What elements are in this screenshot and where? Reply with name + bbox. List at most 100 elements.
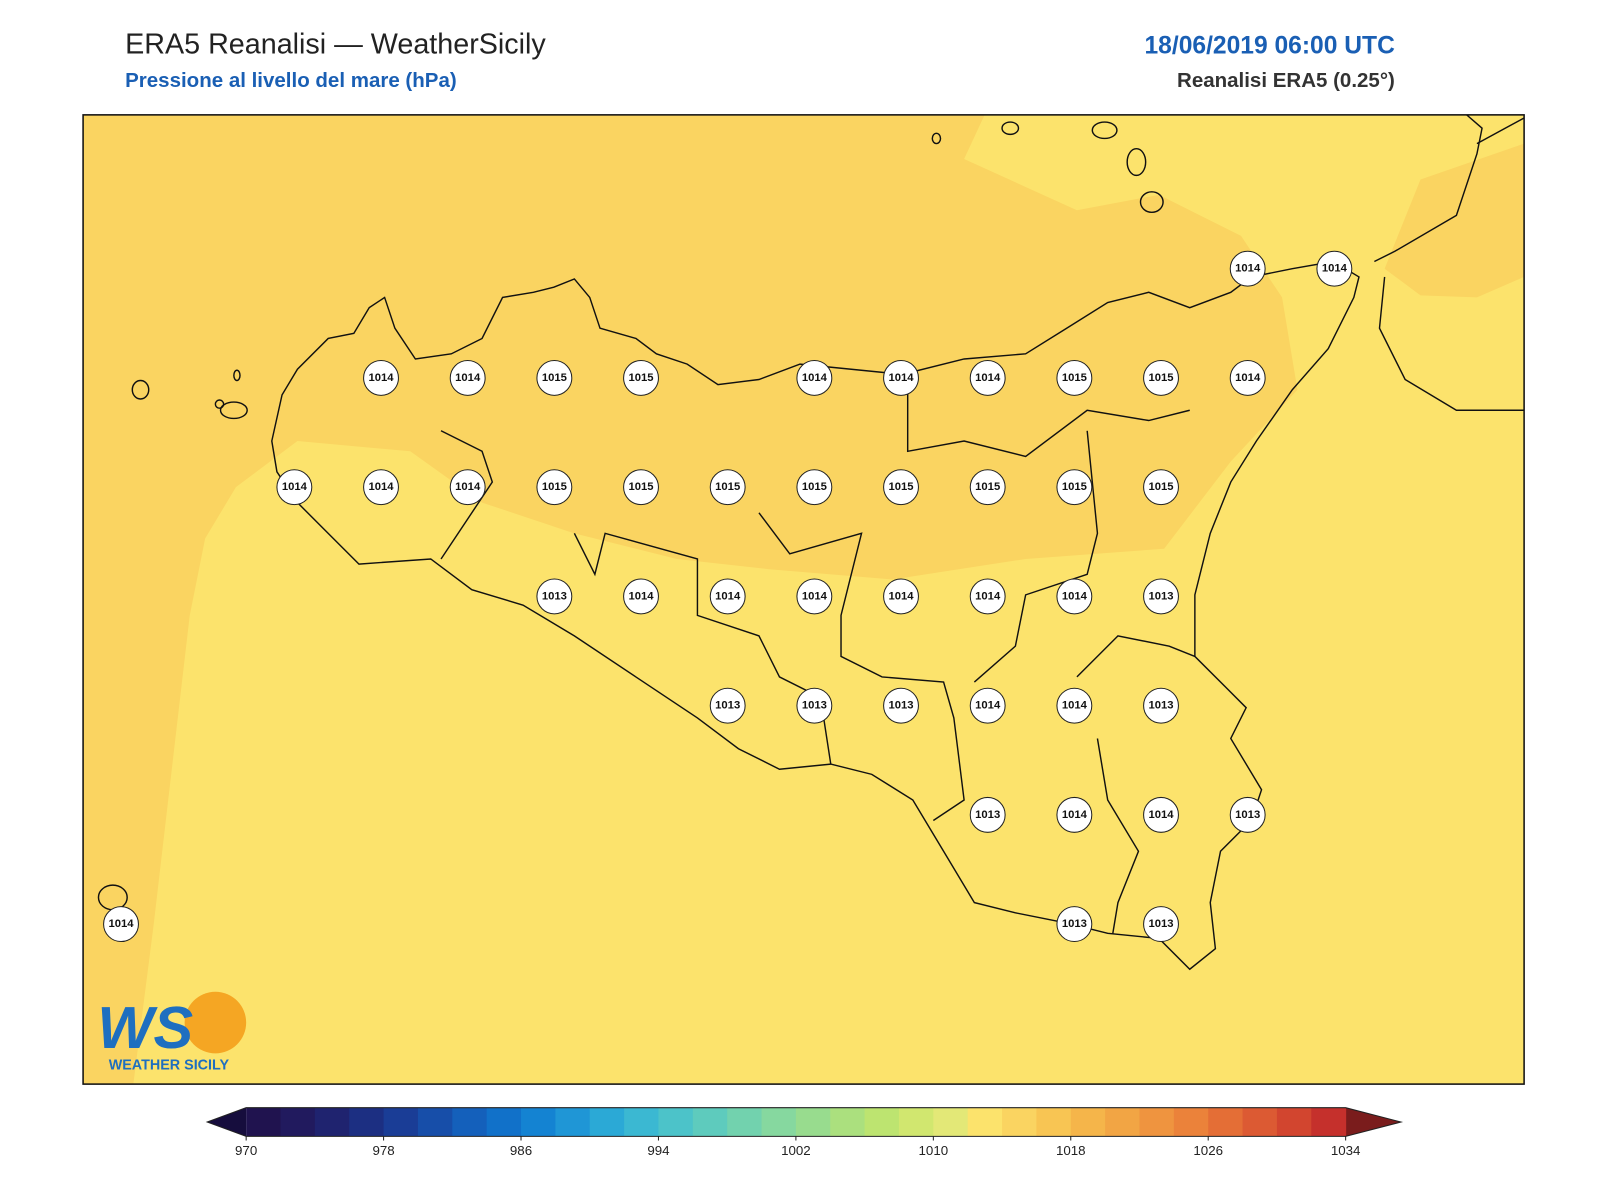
- colorbar-bin: [521, 1107, 556, 1137]
- station-value: 1014: [802, 372, 828, 384]
- station-value: 1015: [542, 372, 567, 384]
- station-value: 1013: [715, 700, 740, 712]
- colorbar-tick-label: 1034: [1331, 1143, 1361, 1158]
- station-marker: [536, 359, 573, 396]
- station-value: 1014: [888, 372, 914, 384]
- colorbar-bin: [624, 1107, 659, 1137]
- colorbar-tick-label: 978: [372, 1143, 394, 1158]
- station-marker: [796, 359, 833, 396]
- station-value: 1014: [1062, 590, 1088, 602]
- station-marker: [1229, 359, 1266, 396]
- station-marker: [363, 359, 399, 396]
- colorbar-bin: [1276, 1107, 1312, 1137]
- colorbar-bin: [589, 1107, 625, 1137]
- station-value: 1013: [1148, 918, 1173, 930]
- station-marker: [623, 359, 659, 396]
- station-value: 1015: [1062, 481, 1087, 493]
- station-value: 1014: [975, 590, 1001, 602]
- colorbar-bin: [246, 1107, 282, 1137]
- station-marker: [1143, 578, 1179, 615]
- colorbar-bin: [830, 1107, 866, 1137]
- station-value: 1014: [975, 372, 1001, 384]
- station-marker: [969, 687, 1006, 724]
- station-marker: [623, 469, 659, 506]
- colorbar-bin: [1208, 1107, 1244, 1137]
- station-value: 1014: [975, 700, 1001, 712]
- station-marker: [883, 578, 919, 615]
- station-value: 1015: [1062, 372, 1087, 384]
- station-marker: [709, 578, 746, 615]
- province-borders: [440, 369, 1196, 934]
- colorbar-bin: [1311, 1107, 1347, 1137]
- islands: [97, 121, 1164, 911]
- station-marker: [883, 687, 919, 724]
- station-marker: [623, 578, 659, 615]
- station-value: 1014: [368, 372, 394, 384]
- colorbar-bin: [280, 1107, 316, 1137]
- map-area: 1014 1014 1014 1014 1015 1015 1014 1014 1014 1015…: [83, 114, 1525, 1085]
- colorbar-bin: [1036, 1107, 1072, 1137]
- colorbar-bin: [795, 1107, 831, 1137]
- station-marker: [1143, 796, 1179, 833]
- station-marker: [1143, 687, 1179, 724]
- colorbar-bin: [1242, 1107, 1278, 1137]
- colorbar-tick-label: 1002: [781, 1143, 811, 1158]
- station-marker: [883, 469, 919, 506]
- station-marker: [969, 359, 1006, 396]
- station-marker: [709, 687, 746, 724]
- title: ERA5 Reanalisi — WeatherSicily: [125, 28, 546, 60]
- colorbar-bin: [349, 1107, 385, 1137]
- station-marker: [1056, 687, 1093, 724]
- colorbar: 970 978 986 994 1002 1010 1018 1026 1034: [205, 1107, 1404, 1158]
- station-value: 1014: [455, 372, 481, 384]
- station-value: 1015: [628, 481, 653, 493]
- station-value: 1015: [802, 481, 827, 493]
- station-marker: [969, 578, 1006, 615]
- station-marker: [883, 359, 919, 396]
- colorbar-bin: [864, 1107, 900, 1137]
- station-value: 1014: [715, 590, 741, 602]
- station-marker: [1056, 906, 1093, 943]
- colorbar-tick-label: 1010: [919, 1143, 949, 1158]
- station-marker: [363, 469, 399, 506]
- station-marker: [969, 469, 1006, 506]
- station-value: 1014: [1062, 809, 1088, 821]
- station-marker: [1229, 796, 1266, 833]
- station-marker: [1056, 578, 1093, 615]
- station-value: 1014: [628, 590, 654, 602]
- logo-sun: [184, 991, 247, 1054]
- colorbar-tick-label: 1018: [1056, 1143, 1086, 1158]
- colorbar-bin: [417, 1107, 453, 1137]
- stations: 1014 1014 1014 1014 1015 1015 1014 1014 1014 1015…: [103, 250, 1353, 943]
- station-value: 1014: [888, 590, 914, 602]
- logo-name: WEATHER SICILY: [109, 1058, 230, 1074]
- station-marker: [449, 359, 486, 396]
- station-value: 1014: [1062, 700, 1088, 712]
- station-value: 1015: [715, 481, 740, 493]
- colorbar-bin: [486, 1107, 522, 1137]
- colorbar-bin: [658, 1107, 694, 1137]
- map-frame: [82, 114, 1525, 1085]
- colorbar-bin: [314, 1107, 350, 1137]
- station-marker: [536, 469, 573, 506]
- logo-mark: WS: [97, 994, 193, 1061]
- station-marker: [1056, 359, 1093, 396]
- colorbar-bin: [1002, 1107, 1037, 1137]
- colorbar-over: [1345, 1107, 1402, 1137]
- field-high: [1384, 143, 1525, 298]
- station-marker: [1316, 250, 1353, 287]
- station-marker: [709, 469, 746, 506]
- station-marker: [1056, 469, 1093, 506]
- station-value: 1013: [1148, 590, 1173, 602]
- station-value: 1014: [1235, 263, 1261, 275]
- station-marker: [276, 469, 313, 506]
- station-value: 1013: [1148, 700, 1173, 712]
- coastline: [1374, 114, 1525, 411]
- station-value: 1013: [1062, 918, 1087, 930]
- station-marker: [1229, 250, 1266, 287]
- station-value: 1014: [455, 481, 481, 493]
- station-marker: [449, 469, 486, 506]
- colorbar-bin: [383, 1107, 419, 1137]
